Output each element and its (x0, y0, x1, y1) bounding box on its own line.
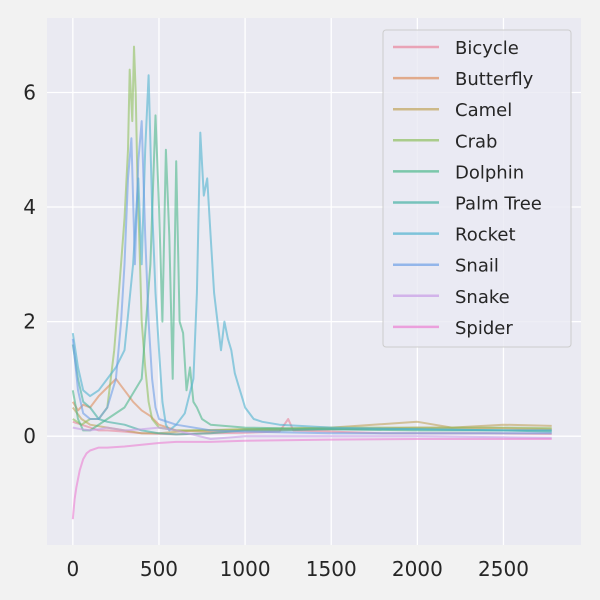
legend-label: Butterfly (455, 69, 534, 90)
x-tick-label: 1500 (306, 557, 357, 581)
series-line-spider (71, 438, 552, 520)
legend: Bicycle Butterfly Camel Crab Dolphin Palm Tre… (382, 29, 572, 348)
x-tick-label: 1000 (220, 557, 271, 581)
legend-label: Spider (455, 318, 513, 339)
series-line-snake (72, 426, 552, 440)
x-tick-label: 0 (66, 557, 79, 581)
series-line-rocket (71, 74, 552, 432)
legend-label: Crab (455, 131, 497, 152)
legend-label: Palm Tree (455, 194, 542, 215)
x-tick-label: 500 (140, 557, 178, 581)
legend-label: Rocket (455, 225, 516, 246)
tick-labels: 0 500 1000 1500 2000 2500 0 2 4 6 (23, 80, 529, 581)
series-line-snail (71, 120, 552, 435)
legend-label: Bicycle (455, 38, 519, 59)
legend-label: Dolphin (455, 162, 524, 183)
y-tick-label: 6 (23, 80, 36, 104)
x-tick-label: 2500 (478, 557, 529, 581)
series-line-dolphin (71, 114, 552, 432)
series-layer (71, 45, 552, 520)
y-tick-label: 0 (23, 424, 36, 448)
legend-label: Snail (455, 256, 499, 277)
y-tick-label: 2 (23, 310, 36, 334)
legend-label: Snake (455, 287, 510, 308)
series-line-palm-tree (71, 344, 552, 436)
legend-label: Camel (455, 100, 512, 121)
y-tick-label: 4 (23, 195, 36, 219)
x-tick-label: 2000 (392, 557, 443, 581)
